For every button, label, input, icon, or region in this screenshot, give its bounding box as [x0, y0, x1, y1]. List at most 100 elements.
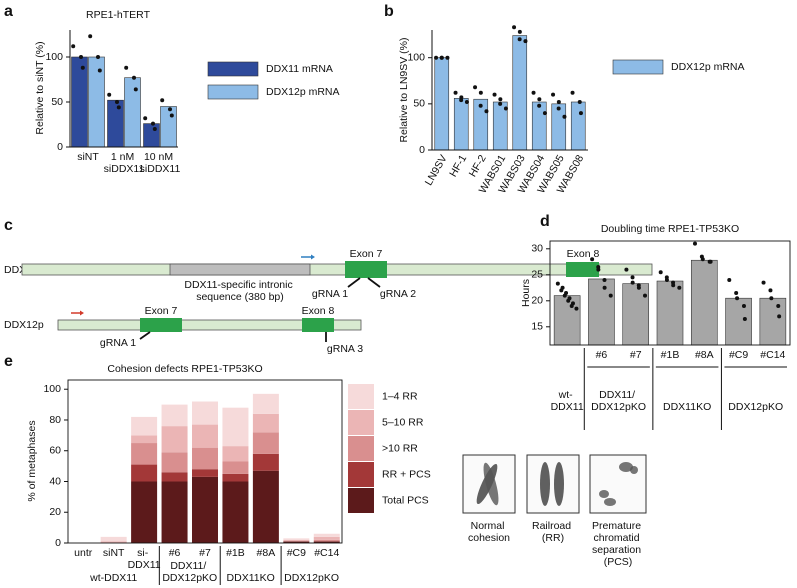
data-point [542, 111, 547, 116]
image-caption: Normal cohesion [468, 520, 510, 544]
y-tick-label: 50 [51, 96, 63, 108]
data-point [562, 114, 567, 119]
exon [566, 262, 599, 277]
y-axis-label: Relative to LN9SV (%) [398, 37, 410, 142]
data-point [537, 97, 542, 102]
bar-segment [313, 541, 340, 543]
grna-label: gRNA 1 [100, 337, 136, 349]
data-point [107, 92, 112, 97]
grna-marker [367, 277, 381, 288]
bar [160, 106, 177, 148]
data-point [556, 100, 561, 104]
bar-segment [131, 443, 158, 465]
chart-title: Doubling time RPE1-TP53KO [601, 223, 739, 235]
grna-label: gRNA 2 [380, 288, 416, 300]
bar-segment [283, 541, 310, 543]
data-point [115, 100, 119, 104]
x-tick-label: #7 [630, 349, 642, 361]
chromatid [483, 462, 499, 506]
data-point [160, 98, 165, 103]
data-point [492, 92, 497, 97]
group-label: DDX12pKO [728, 401, 783, 413]
chromatid [540, 462, 550, 506]
data-point [445, 55, 450, 60]
panel-letter: a [4, 3, 13, 20]
data-point [517, 29, 522, 34]
primer-arrow [80, 310, 84, 316]
x-tick-label: untr [74, 547, 93, 559]
gene-track [21, 263, 653, 276]
bar-segment [252, 393, 279, 414]
y-tick-label: 25 [531, 269, 543, 281]
group-label: DDX11/ DDX12pKO [591, 389, 646, 413]
y-axis-label: Relative to siNT (%) [34, 41, 46, 134]
data-point [602, 285, 607, 290]
data-point [517, 37, 522, 42]
plot-frame [549, 240, 791, 346]
data-point [570, 90, 575, 95]
bar-segment [283, 538, 310, 540]
legend-swatch [612, 59, 664, 75]
panel-letter: e [4, 353, 13, 370]
data-point [143, 116, 148, 121]
y-tick-label: 80 [49, 414, 61, 426]
exon-label: Exon 7 [350, 248, 383, 260]
y-axis-label: Hours [520, 279, 532, 307]
bar-segment [222, 473, 249, 482]
x-tick-label: LN9SV [423, 153, 450, 188]
legend-label: 1–4 RR [382, 390, 418, 402]
bar [434, 57, 450, 151]
data-point [459, 98, 464, 103]
bar-segment [222, 446, 249, 462]
x-tick-label: si- DDX11 [128, 547, 161, 571]
y-tick-label: 100 [45, 51, 63, 63]
bar-segment [131, 416, 158, 436]
group-label: DDX11KO [227, 572, 275, 584]
data-point [692, 241, 697, 246]
bar [512, 35, 528, 151]
legend-swatch [207, 84, 259, 100]
x-tick-label: 1 nM siDDX11 [104, 151, 145, 175]
data-point [478, 103, 483, 108]
y-tick-label: 30 [531, 243, 543, 255]
y-tick-label: 100 [407, 51, 425, 63]
chromatid [604, 498, 616, 506]
data-point [556, 106, 561, 111]
x-tick-label: #8A [695, 349, 714, 361]
legend-label: Total PCS [382, 494, 429, 506]
grna-label: gRNA 1 [312, 288, 348, 300]
group-label: DDX12pKO [284, 572, 339, 584]
chart-title: RPE1-hTERT [86, 9, 151, 21]
data-point [671, 283, 676, 288]
data-point [531, 90, 536, 95]
data-point [769, 296, 774, 301]
data-point [602, 278, 607, 282]
data-point [484, 109, 489, 114]
bar-segment [192, 476, 218, 543]
data-point [741, 304, 746, 308]
chromatid [619, 462, 633, 472]
bar-segment [222, 461, 249, 474]
data-point [562, 293, 567, 298]
data-point [742, 317, 747, 321]
legend-swatch [348, 462, 374, 487]
data-point [630, 280, 635, 285]
data-point [559, 288, 564, 293]
y-tick-label: 100 [43, 383, 61, 395]
bar [588, 278, 615, 346]
legend-label: 5–10 RR [382, 416, 424, 428]
y-tick-label: 60 [49, 445, 61, 457]
bar-segment [192, 469, 218, 477]
data-point [434, 55, 439, 60]
bar [124, 77, 141, 148]
y-axis-label: % of metaphases [26, 420, 38, 501]
intronic-label: DDX11-specific intronic sequence (380 bp… [184, 279, 295, 303]
group-label: wt- DDX11 [551, 389, 584, 413]
bar-segment [313, 539, 340, 542]
data-point [79, 55, 83, 59]
legend-swatch [207, 61, 259, 77]
data-point [473, 85, 478, 90]
group-label: wt-DDX11 [89, 572, 137, 584]
data-point [169, 113, 174, 118]
y-tick-label: 40 [49, 475, 61, 487]
